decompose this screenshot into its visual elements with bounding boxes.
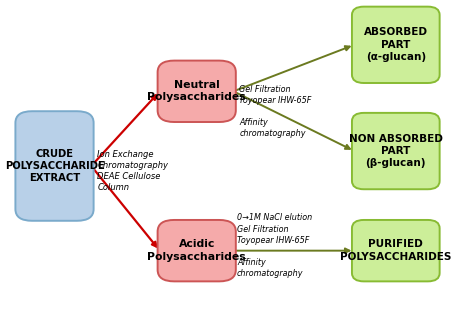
FancyBboxPatch shape [352, 7, 439, 83]
Text: NON ABSORBED
PART
(β-glucan): NON ABSORBED PART (β-glucan) [349, 134, 443, 168]
FancyBboxPatch shape [352, 113, 439, 189]
Text: Gel Filtration
Toyopear IHW-65F

Affinity
chromatography: Gel Filtration Toyopear IHW-65F Affinity… [239, 85, 312, 138]
FancyBboxPatch shape [157, 61, 236, 122]
FancyBboxPatch shape [352, 220, 439, 282]
Text: 0→1M NaCl elution
Gel Filtration
Toyopear IHW-65F

Affinity
chromatography: 0→1M NaCl elution Gel Filtration Toyopea… [237, 213, 312, 278]
FancyBboxPatch shape [157, 220, 236, 282]
Text: Neutral
Polysaccharides: Neutral Polysaccharides [147, 80, 246, 103]
FancyBboxPatch shape [16, 111, 94, 221]
Text: ABSORBED
PART
(α-glucan): ABSORBED PART (α-glucan) [364, 28, 428, 62]
Text: Ion Exchange
Chromatography
DEAE Cellulose
Column: Ion Exchange Chromatography DEAE Cellulo… [97, 150, 168, 192]
Text: PURIFIED
POLYSACCHARIDES: PURIFIED POLYSACCHARIDES [340, 239, 451, 262]
Text: CRUDE
POLYSACCHARIDE
EXTRACT: CRUDE POLYSACCHARIDE EXTRACT [5, 149, 104, 183]
Text: Acidic
Polysaccharides: Acidic Polysaccharides [147, 239, 246, 262]
